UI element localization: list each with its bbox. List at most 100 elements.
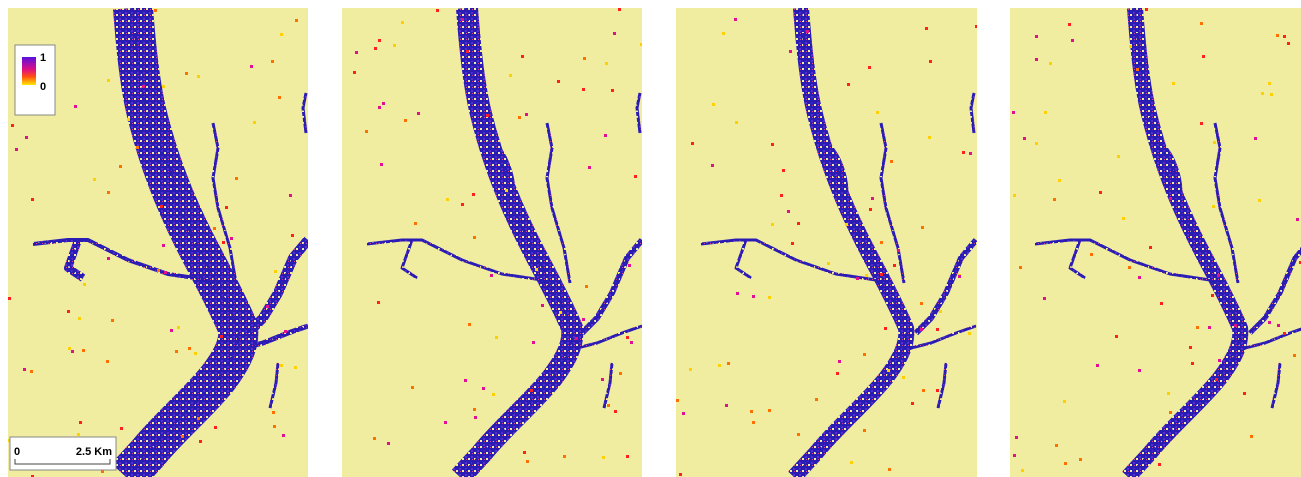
speckle xyxy=(1064,462,1067,465)
speckle xyxy=(771,223,774,226)
speckle xyxy=(93,178,96,181)
speckle xyxy=(213,227,216,230)
speckle xyxy=(871,197,874,200)
speckle xyxy=(284,330,287,333)
speckle xyxy=(1035,142,1038,145)
speckle xyxy=(1218,359,1221,362)
speckle xyxy=(968,332,971,335)
speckle xyxy=(1012,111,1015,114)
speckle xyxy=(628,264,631,267)
speckle xyxy=(473,236,476,239)
speckle xyxy=(164,271,167,274)
speckle xyxy=(111,319,114,322)
speckle xyxy=(1172,82,1175,85)
speckle xyxy=(1122,217,1125,220)
speckle xyxy=(605,62,608,65)
speckle xyxy=(789,50,792,53)
speckle xyxy=(735,121,738,124)
speckle xyxy=(78,317,81,320)
speckle xyxy=(1068,23,1071,26)
speckle xyxy=(1293,354,1296,357)
speckle xyxy=(1079,458,1082,461)
speckle xyxy=(1044,111,1047,114)
speckle xyxy=(925,27,928,30)
speckle xyxy=(181,435,184,438)
speckle xyxy=(838,360,841,363)
speckle xyxy=(922,389,925,392)
speckle xyxy=(1208,326,1211,329)
speckle xyxy=(1258,199,1261,202)
speckle xyxy=(1149,246,1152,249)
speckle xyxy=(1063,400,1066,403)
map-panel xyxy=(342,8,643,477)
speckle xyxy=(377,301,380,304)
speckle xyxy=(541,304,544,307)
speckle xyxy=(563,455,566,458)
speckle xyxy=(815,398,818,401)
speckle xyxy=(526,460,529,463)
speckle xyxy=(1138,369,1141,372)
speckle xyxy=(273,425,276,428)
speckle xyxy=(850,461,853,464)
scale-start: 0 xyxy=(14,446,20,458)
speckle xyxy=(250,65,253,68)
speckle xyxy=(1019,266,1022,269)
speckle xyxy=(414,222,417,225)
speckle xyxy=(958,275,961,278)
speckle xyxy=(266,305,269,308)
speckle xyxy=(495,336,498,339)
speckle xyxy=(199,440,202,443)
speckle xyxy=(230,237,233,240)
speckle xyxy=(827,262,830,265)
speckle xyxy=(897,249,900,252)
speckle xyxy=(387,442,390,445)
speckle xyxy=(1053,198,1056,201)
speckle xyxy=(893,264,896,267)
speckle xyxy=(380,163,383,166)
scale-end: 2.5 Km xyxy=(76,446,112,458)
speckle xyxy=(1035,58,1038,61)
speckle xyxy=(1043,297,1046,300)
speckle xyxy=(1189,346,1192,349)
speckle xyxy=(127,118,130,121)
speckle xyxy=(929,60,932,63)
speckle xyxy=(274,270,277,273)
speckle xyxy=(939,310,942,313)
speckle xyxy=(768,296,771,299)
speckle xyxy=(474,416,477,419)
speckle xyxy=(106,360,109,363)
speckle xyxy=(220,335,223,338)
speckle xyxy=(1217,274,1220,277)
speckle xyxy=(1138,276,1141,279)
speckle xyxy=(676,399,679,402)
legend-ramp xyxy=(22,57,36,85)
speckle xyxy=(727,362,730,365)
speckle xyxy=(920,302,923,305)
speckle xyxy=(771,143,774,146)
speckle xyxy=(289,194,292,197)
speckle xyxy=(1023,137,1026,140)
speckle xyxy=(863,353,866,356)
speckle xyxy=(482,387,485,390)
speckle xyxy=(711,164,714,167)
speckle xyxy=(378,106,381,109)
speckle xyxy=(525,113,528,116)
speckle xyxy=(466,50,469,53)
speckle xyxy=(734,18,737,21)
speckle xyxy=(1035,35,1038,38)
speckle xyxy=(1169,411,1172,414)
speckle xyxy=(682,412,685,415)
legend: 1 0 xyxy=(15,45,55,115)
speckle xyxy=(1090,253,1093,256)
speckle xyxy=(355,51,358,54)
speckle xyxy=(752,295,755,298)
speckle xyxy=(83,283,86,286)
speckle xyxy=(884,327,887,330)
speckle xyxy=(869,208,872,211)
speckle xyxy=(15,148,18,151)
speckle xyxy=(490,274,493,277)
speckle xyxy=(31,198,34,201)
speckle xyxy=(1128,266,1131,269)
speckle xyxy=(170,329,173,332)
speckle xyxy=(911,402,914,405)
